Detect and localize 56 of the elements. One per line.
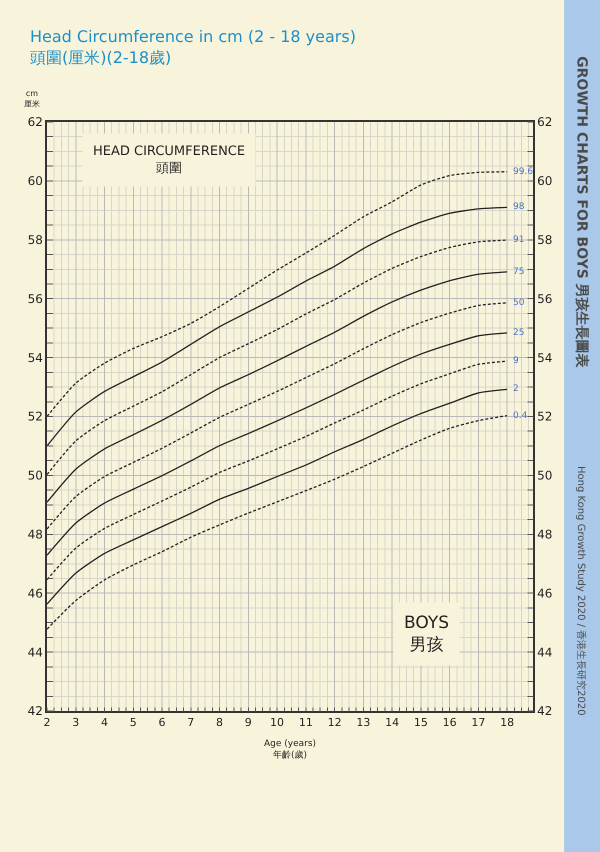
series-label: 91 [513, 235, 524, 245]
text: Hong Kong Growth Study 2020 / 香港生長研究2020 [575, 466, 588, 716]
x-axis-title: Age (years) 年齡(歲) [264, 739, 316, 761]
annotation: HEAD CIRCUMFERENCE 頭圍 [93, 144, 246, 176]
y-tick-label: 60 [28, 174, 43, 188]
x-tick-label: 8 [216, 716, 224, 729]
series-label: 99.6 [513, 167, 534, 177]
y2-tick-label: 50 [537, 468, 552, 483]
y2-tick-label: 60 [537, 174, 552, 188]
series-label: 2 [513, 384, 519, 394]
y-tick-label: 50 [28, 468, 43, 483]
text: GROWTH CHARTS FOR BOYS 男孩生長圖表 [573, 56, 590, 369]
annotation: BOYS 男孩 [404, 613, 449, 656]
x-tick-label: 15 [414, 716, 428, 729]
x-tick-label: 7 [187, 716, 194, 729]
y2-tick-label: 54 [537, 350, 552, 365]
chart-subtitle: 頭圍(厘米)(2-18歲) [30, 48, 172, 67]
y-tick-label: 56 [28, 292, 43, 306]
x-tick-label: 17 [471, 716, 486, 729]
x-tick-label: 11 [298, 716, 313, 729]
y2-tick-label: 42 [537, 704, 552, 718]
y2-tick-label: 56 [537, 292, 552, 306]
y-tick-label: 58 [28, 233, 43, 247]
y2-tick-label: 48 [537, 528, 552, 542]
series-label: 9 [513, 356, 519, 366]
y2-tick-label: 52 [537, 410, 552, 424]
y-tick-label: 54 [28, 350, 43, 365]
x-tick-label: 9 [244, 716, 252, 729]
chart-title: Head Circumference in cm (2 - 18 years) [30, 27, 356, 46]
series-label: 75 [513, 267, 524, 277]
y-axis-title: cm 厘米 [24, 89, 40, 108]
y-tick-label: 42 [28, 704, 43, 718]
series-label: 25 [513, 328, 524, 338]
y-tick-label: 48 [28, 528, 43, 542]
x-tick-label: 18 [500, 716, 514, 729]
x-tick-label: 14 [385, 716, 400, 729]
x-tick-label: 5 [130, 716, 137, 729]
y2-tick-label: 46 [537, 586, 552, 600]
x-tick-label: 3 [72, 716, 80, 729]
y-tick-label: 44 [28, 645, 43, 660]
x-tick-label: 2 [44, 716, 50, 729]
x-tick-label: 16 [442, 716, 457, 729]
y-tick-label: 46 [28, 586, 43, 600]
x-tick-label: 4 [101, 716, 108, 729]
series-label: 0.4 [513, 411, 528, 421]
series-label: 98 [513, 202, 525, 212]
y-tick-label: 52 [28, 410, 43, 424]
x-tick-label: 6 [158, 716, 166, 729]
series-label: 50 [513, 298, 525, 308]
y-tick-label: 62 [28, 115, 43, 130]
y2-tick-label: 58 [537, 233, 552, 247]
x-tick-label: 12 [328, 716, 342, 729]
y2-tick-label: 62 [537, 115, 552, 130]
x-tick-label: 10 [270, 716, 284, 729]
x-tick-label: 13 [356, 716, 370, 729]
y2-tick-label: 44 [537, 645, 552, 660]
